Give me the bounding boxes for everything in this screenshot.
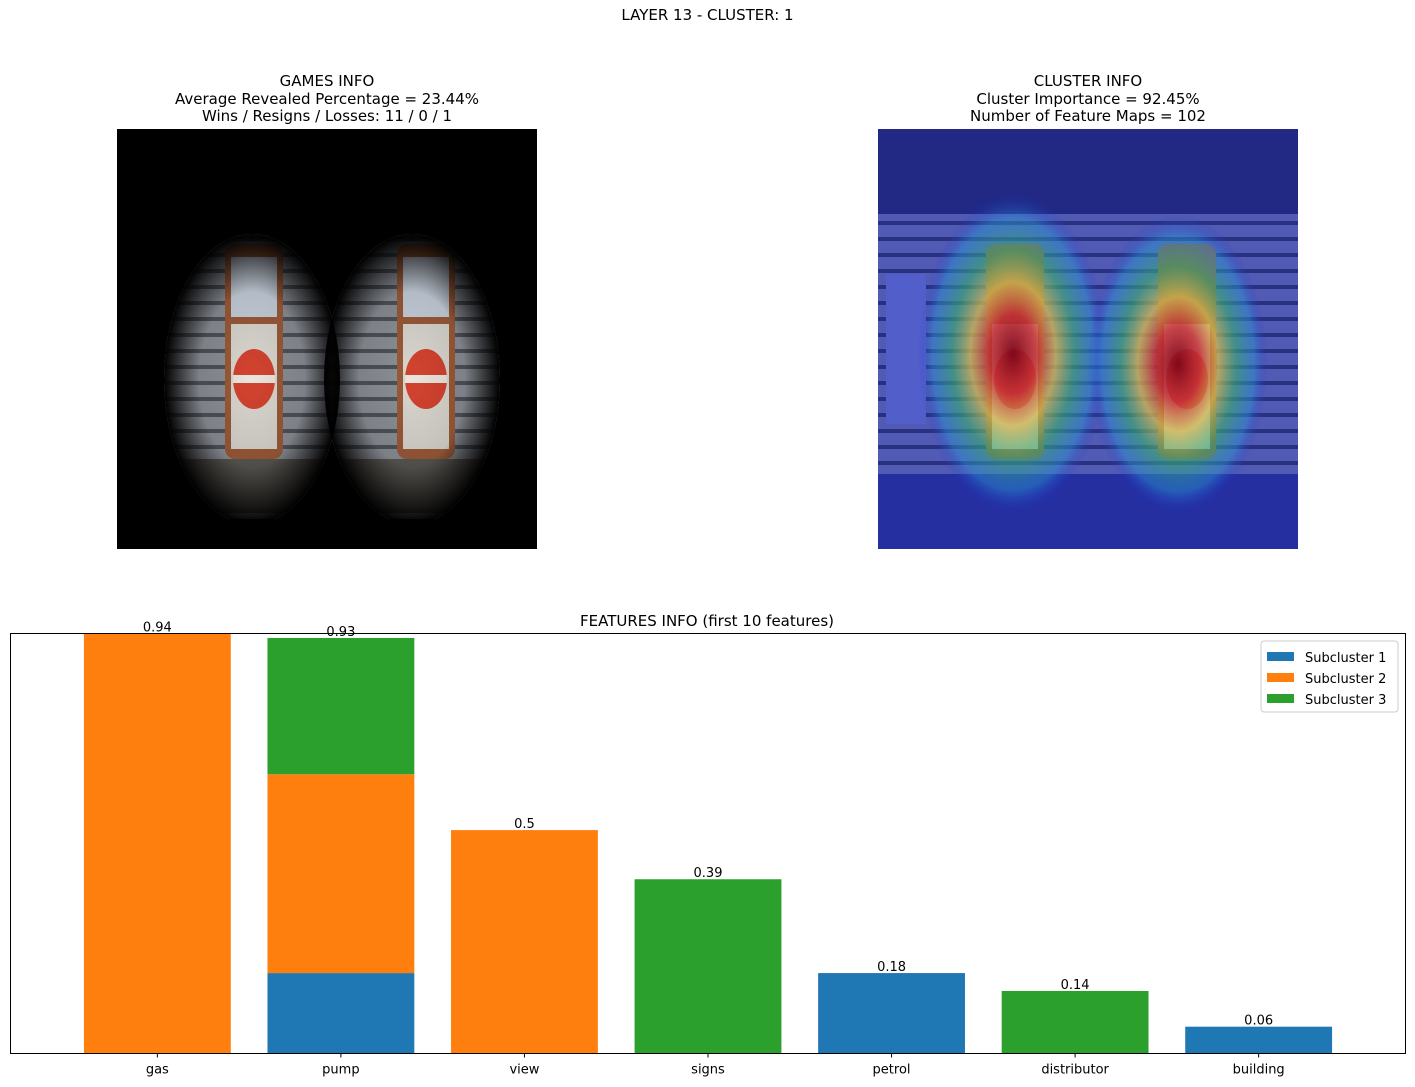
x-tick-label-view: view (509, 1063, 539, 1078)
games-info-title-block: GAMES INFO Average Revealed Percentage =… (117, 72, 537, 126)
bar-signs-subcluster-3 (634, 879, 782, 1054)
chart-legend: Subcluster 1 Subcluster 2 Subcluster 3 (1260, 640, 1399, 713)
legend-swatch-subcluster-3 (1267, 694, 1294, 703)
x-tick-label-signs: signs (691, 1063, 725, 1078)
bar-total-label-signs: 0.39 (694, 866, 723, 881)
bar-total-label-gas: 0.94 (143, 621, 172, 636)
games-info-masked-image (117, 129, 537, 549)
bar-distributor-subcluster-3 (1001, 990, 1149, 1054)
bars-group (83, 633, 1333, 1054)
cluster-info-title-block: CLUSTER INFO Cluster Importance = 92.45%… (878, 72, 1298, 126)
plot-frame (10, 633, 1406, 1054)
cluster-info-feature-maps: Number of Feature Maps = 102 (970, 107, 1206, 125)
bar-view-subcluster-2 (451, 830, 598, 1054)
legend-label-subcluster-3: Subcluster 3 (1305, 693, 1386, 708)
figure-suptitle: LAYER 13 - CLUSTER: 1 (621, 6, 794, 24)
x-axis-ticks: gas pump view signs petrol distributor buildin… (146, 1053, 1285, 1078)
games-info-revealed-percentage: Average Revealed Percentage = 23.44% (174, 89, 479, 108)
legend-frame (1260, 640, 1399, 713)
bar-building-subcluster-1 (1185, 1026, 1333, 1054)
bar-pump-subcluster-3 (267, 637, 415, 775)
legend-swatch-subcluster-2 (1267, 673, 1294, 682)
bar-total-label-building: 0.06 (1244, 1014, 1273, 1029)
x-tick-label-pump: pump (322, 1063, 359, 1078)
x-tick-label-building: building (1233, 1063, 1285, 1078)
x-tick-label-gas: gas (146, 1063, 169, 1078)
cluster-info-importance: Cluster Importance = 92.45% (976, 89, 1200, 108)
bar-total-label-distributor: 0.14 (1061, 978, 1090, 993)
legend-swatch-subcluster-1 (1267, 652, 1294, 661)
bar-gas-subcluster-2 (83, 633, 231, 1054)
bar-total-labels: 0.94 0.93 0.5 0.39 0.18 0.14 0.06 (143, 621, 1273, 1029)
bar-total-label-petrol: 0.18 (877, 960, 906, 975)
bar-pump-subcluster-1 (267, 973, 415, 1054)
bar-total-label-pump: 0.93 (326, 625, 355, 640)
cluster-info-heatmap-image (878, 129, 1298, 549)
bar-total-label-view: 0.5 (514, 817, 535, 832)
x-tick-label-distributor: distributor (1041, 1063, 1109, 1078)
games-info-title: GAMES INFO (279, 72, 375, 90)
bar-pump-subcluster-2 (267, 774, 415, 974)
legend-label-subcluster-2: Subcluster 2 (1305, 672, 1386, 687)
games-info-wins-resigns-losses: Wins / Resigns / Losses: 11 / 0 / 1 (201, 107, 453, 125)
chart-title: FEATURES INFO (first 10 features) (580, 612, 834, 630)
cluster-info-title: CLUSTER INFO (1033, 72, 1143, 90)
legend-label-subcluster-1: Subcluster 1 (1305, 651, 1386, 666)
x-tick-label-petrol: petrol (873, 1063, 911, 1078)
bar-petrol-subcluster-1 (818, 973, 965, 1054)
